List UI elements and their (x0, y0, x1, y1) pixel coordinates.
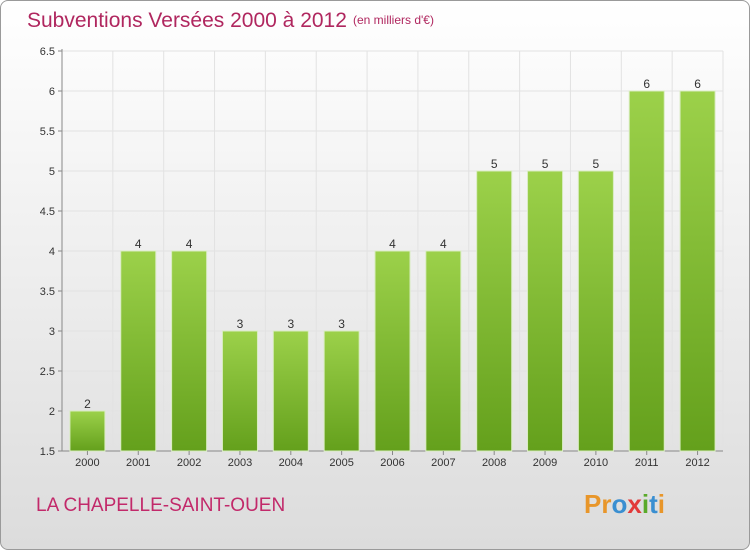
bar-value-label: 4 (135, 237, 142, 251)
logo-letter: i (641, 489, 650, 519)
x-tick-label: 2010 (584, 457, 608, 469)
y-tick-label: 5.5 (40, 126, 55, 138)
y-tick-label: 3.5 (40, 286, 55, 298)
bar-value-label: 3 (237, 317, 244, 331)
bar-value-label: 5 (491, 157, 498, 171)
y-tick-label: 5 (49, 166, 55, 178)
logo-letter: t (649, 489, 658, 519)
bar (679, 90, 716, 452)
bar-value-label: 5 (593, 157, 600, 171)
bar (628, 90, 665, 452)
x-tick-label: 2004 (279, 457, 303, 469)
bar (221, 330, 258, 452)
bar (171, 250, 208, 452)
chart-title: Subventions Versées 2000 à 2012 (27, 9, 347, 32)
logo-letter: x (627, 489, 642, 519)
commune-name: LA CHAPELLE-SAINT-OUEN (36, 495, 286, 516)
bar-value-label: 4 (440, 237, 447, 251)
bar (577, 170, 614, 452)
bar (527, 170, 564, 452)
bar (272, 330, 309, 452)
proxiti-logo: Proxiti (584, 489, 665, 520)
bar (69, 410, 106, 452)
bar-value-label: 3 (287, 317, 294, 331)
logo-letter: o (611, 489, 628, 519)
bar-value-label: 5 (542, 157, 549, 171)
x-tick-label: 2011 (635, 457, 659, 469)
y-tick-label: 2 (49, 406, 55, 418)
bar (120, 250, 157, 452)
x-tick-label: 2006 (380, 457, 404, 469)
logo-letter: r (601, 489, 612, 519)
logo-letter: P (584, 489, 602, 519)
x-tick-label: 2008 (482, 457, 506, 469)
y-tick-label: 6 (49, 86, 55, 98)
x-tick-label: 2009 (533, 457, 557, 469)
logo-letter: i (657, 489, 665, 519)
x-tick-label: 2007 (431, 457, 455, 469)
bar-value-label: 4 (186, 237, 193, 251)
y-tick-label: 6.5 (40, 46, 55, 58)
bar (374, 250, 411, 452)
y-tick-label: 1.5 (40, 446, 55, 458)
bar (323, 330, 360, 452)
y-tick-label: 3 (49, 326, 55, 338)
bar-value-label: 4 (389, 237, 396, 251)
y-tick-label: 4.5 (40, 206, 55, 218)
x-tick-label: 2001 (126, 457, 150, 469)
bar (425, 250, 462, 452)
bar-value-label: 6 (643, 77, 650, 91)
y-tick-label: 2.5 (40, 366, 55, 378)
bar (476, 170, 513, 452)
x-tick-label: 2003 (228, 457, 252, 469)
x-tick-label: 2000 (75, 457, 99, 469)
chart-subtitle: (en milliers d'€) (353, 13, 434, 27)
x-tick-label: 2005 (329, 457, 353, 469)
x-tick-label: 2002 (177, 457, 201, 469)
y-tick-label: 4 (49, 246, 55, 258)
x-tick-label: 2012 (685, 457, 709, 469)
bar-value-label: 6 (694, 77, 701, 91)
bar-value-label: 2 (84, 397, 91, 411)
bar-value-label: 3 (338, 317, 345, 331)
